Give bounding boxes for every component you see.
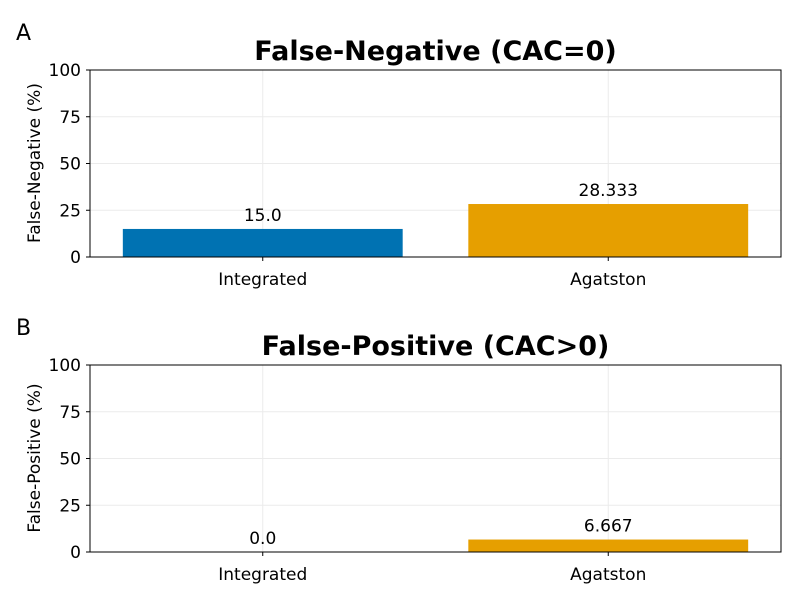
panel-b-ytick-label-3: 75	[59, 403, 81, 423]
panel-b-letter: B	[16, 316, 31, 341]
panel-b-bar-agatston	[468, 539, 749, 552]
panel-a-plot-frame	[89, 69, 782, 258]
panel-b-ytick-label-2: 50	[59, 450, 81, 470]
panel-b-ytick-label-4: 100	[49, 356, 81, 376]
panel-a-ylabel: False-Negative (%)	[25, 83, 45, 243]
panel-a-letter: A	[16, 21, 31, 46]
panel-a-bar-integrated	[122, 228, 403, 257]
panel-b-ytick-label-0: 0	[70, 543, 81, 563]
panel-a-bar-agatston	[468, 204, 749, 257]
panel-b-ylabel: False-Positive (%)	[25, 383, 45, 532]
panel-a-ytick-label-4: 100	[49, 61, 81, 81]
panel-b-data-label-integrated: 0.0	[249, 529, 276, 549]
panel-a-title: False-Negative (CAC=0)	[254, 36, 616, 67]
panel-b-xtick-label-integrated: Integrated	[218, 565, 307, 585]
panel-b-title: False-Positive (CAC>0)	[262, 331, 610, 362]
panel-a-ytick-label-0: 0	[70, 248, 81, 268]
panel-a-xtick-label-integrated: Integrated	[218, 270, 307, 290]
panel-b-xtick-label-agatston: Agatston	[570, 565, 646, 585]
panel-b-ytick-label-1: 25	[59, 496, 81, 516]
panel-a-ytick-label-3: 75	[59, 108, 81, 128]
panel-a-data-label-agatston: 28.333	[579, 181, 638, 201]
panel-a-xtick-label-agatston: Agatston	[570, 270, 646, 290]
panel-a-ytick-label-1: 25	[59, 201, 81, 221]
panel-a-ytick-label-2: 50	[59, 155, 81, 175]
panel-b-plot-frame	[89, 364, 782, 553]
panel-a-data-label-integrated: 15.0	[244, 206, 282, 226]
panel-b-data-label-agatston: 6.667	[584, 517, 633, 537]
